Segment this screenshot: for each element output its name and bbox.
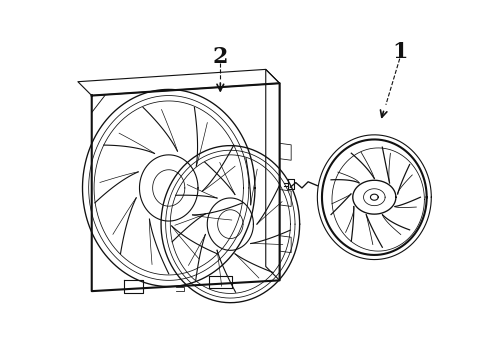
- Text: 1: 1: [392, 41, 408, 63]
- Text: 2: 2: [213, 46, 228, 68]
